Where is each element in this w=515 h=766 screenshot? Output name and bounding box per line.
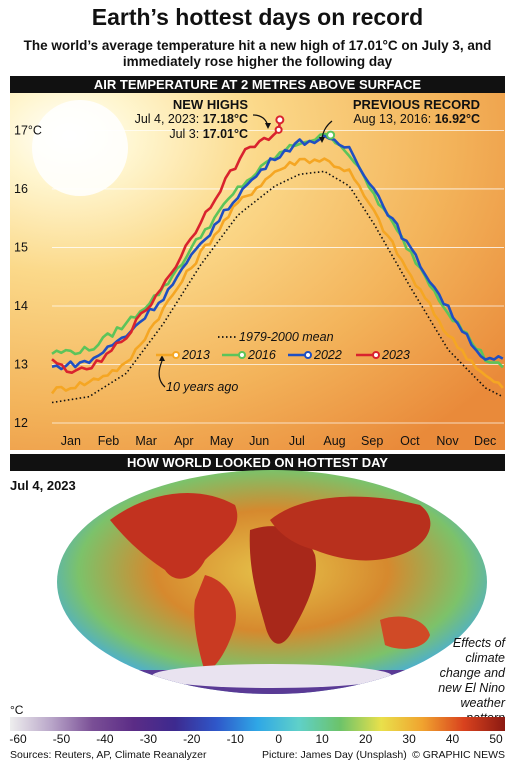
scale-tick-label: 50 (489, 732, 503, 746)
x-tick-label: Jan (61, 434, 81, 448)
new-high-jul3: Jul 3: 17.01°C (88, 127, 248, 142)
new-high-jul4-label: Jul 4, 2023: (134, 112, 200, 126)
y-tick-label: 16 (14, 182, 28, 196)
record-marker-2016 (326, 130, 336, 140)
previous-record-value: 16.92°C (434, 112, 480, 126)
page-title: Earth’s hottest days on record (91, 4, 424, 30)
y-tick-label: 12 (14, 416, 28, 430)
x-tick-label: Dec (474, 434, 496, 448)
x-tick-label: Jun (249, 434, 269, 448)
previous-record-heading: PREVIOUS RECORD (352, 97, 480, 112)
north-america-shape (110, 493, 238, 579)
scale-tick-label: -30 (139, 732, 158, 746)
arrow-ten-years-ago-head (159, 355, 165, 361)
x-tick-label: Oct (400, 434, 420, 448)
y-tick-label: 14 (14, 299, 28, 313)
new-high-jul4: Jul 4, 2023: 17.18°C (88, 112, 248, 127)
arrow-new-highs-head (265, 123, 271, 129)
legend-dot-2022 (304, 351, 312, 359)
y-tick-label: 15 (14, 240, 28, 254)
scale-tick-label: 10 (315, 732, 329, 746)
scale-tick-label: 40 (445, 732, 460, 746)
scale-tick-label: 30 (402, 732, 416, 746)
previous-record-label: Aug 13, 2016: (353, 112, 432, 126)
scale-tick-label: -50 (52, 732, 71, 746)
legend-dot-2013 (172, 351, 180, 359)
previous-record: Aug 13, 2016: 16.92°C (310, 112, 480, 127)
x-tick-label: Aug (323, 434, 345, 448)
legend-label-mean: 1979-2000 mean (239, 330, 334, 344)
footer-picture: Picture: James Day (Unsplash) (262, 749, 407, 761)
map-date-label: Jul 4, 2023 (10, 478, 76, 493)
africa-shape (249, 526, 316, 644)
x-tick-label: Nov (436, 434, 459, 448)
eurasia-shape (270, 496, 431, 561)
x-tick-label: Sep (361, 434, 383, 448)
y-tick-label: 13 (14, 357, 28, 371)
legend-dot-2023 (372, 351, 380, 359)
arrow-previous-record-head (319, 137, 325, 143)
sun-image (32, 100, 128, 196)
legend-label-2016: 2016 (247, 348, 276, 362)
new-high-jul3-label: Jul 3: (169, 127, 200, 141)
x-tick-label: Apr (174, 434, 193, 448)
x-tick-label: May (210, 434, 234, 448)
footer-sources: Sources: Reuters, AP, Climate Reanalyzer (10, 749, 207, 761)
legend-label-2013: 2013 (181, 348, 210, 362)
scale-tick-label: -60 (9, 732, 27, 746)
scale-tick-label: -20 (183, 732, 201, 746)
page-subtitle: The world’s average temperature hit a ne… (23, 38, 492, 69)
map-caption: Effects of climate change and new El Nin… (438, 636, 505, 725)
y-tick-label: 17°C (14, 123, 42, 137)
legend-label-2022: 2022 (313, 348, 342, 362)
footer-credit: © GRAPHIC NEWS (412, 749, 505, 761)
scale-tick-label: 0 (275, 732, 283, 746)
legend-dot-2016 (238, 351, 246, 359)
temperature-chart-svg: 12 13 14 15 16 17°C Jan Feb Mar Apr May Jun Jul Aug S… (10, 93, 505, 450)
x-tick-label: Jul (289, 434, 305, 448)
x-tick-label: Mar (135, 434, 157, 448)
scale-tick-label: -10 (226, 732, 244, 746)
temperature-color-scale (10, 717, 505, 731)
scale-tick-label: -40 (96, 732, 114, 746)
series-line-2013 (50, 157, 504, 395)
scale-ticks: -60 -50 -40 -30 -20 -10 0 10 20 30 40 50 (0, 732, 515, 746)
new-highs-heading: NEW HIGHS (172, 97, 248, 112)
series-line-2023 (51, 119, 282, 375)
legend-label-2023: 2023 (381, 348, 410, 362)
record-marker-jul3 (274, 125, 283, 134)
scale-tick-label: 20 (358, 732, 373, 746)
temperature-chart: 12 13 14 15 16 17°C Jan Feb Mar Apr May Jun Jul Aug S… (10, 93, 505, 450)
south-america-shape (194, 575, 236, 672)
ten-years-ago-label: 10 years ago (166, 380, 239, 394)
scale-unit: °C (10, 703, 24, 717)
arrow-ten-years-ago (158, 360, 166, 388)
record-marker-jul4 (275, 115, 285, 125)
new-high-jul4-value: 17.18°C (202, 112, 248, 126)
series-line-2016 (51, 132, 504, 369)
new-high-jul3-value: 17.01°C (202, 127, 248, 141)
globe-ocean (57, 470, 487, 694)
map-section-heading: HOW WORLD LOOKED ON HOTTEST DAY (10, 454, 505, 471)
australia-shape (380, 616, 430, 649)
antarctica-ice (152, 664, 392, 688)
x-tick-label: Feb (98, 434, 120, 448)
chart-section-heading: AIR TEMPERATURE AT 2 METRES ABOVE SURFAC… (10, 76, 505, 93)
